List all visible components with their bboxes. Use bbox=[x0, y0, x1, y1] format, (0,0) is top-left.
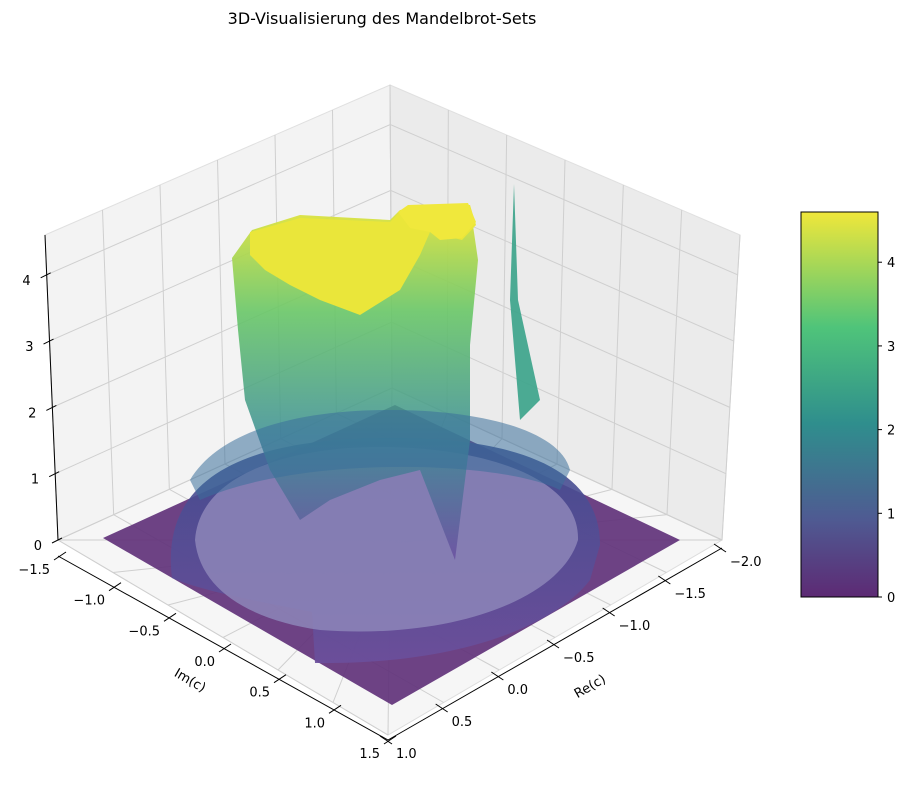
x-axis-label: Re(c) bbox=[572, 672, 609, 702]
z-tick-mark bbox=[43, 338, 54, 345]
x-tick-label: 1.0 bbox=[396, 747, 417, 762]
colorbar-ticks: 0 1 2 3 4 bbox=[878, 256, 895, 606]
z-tick-mark bbox=[51, 537, 63, 544]
x-grid-line bbox=[721, 234, 741, 541]
colorbar-tick-label: 0 bbox=[887, 591, 895, 606]
x-tick-label: 0.0 bbox=[507, 683, 528, 698]
colorbar-tick-label: 1 bbox=[887, 507, 895, 522]
x-axis-line bbox=[387, 547, 723, 741]
surface-top-plateau bbox=[250, 205, 476, 315]
colorbar-tick-label: 3 bbox=[887, 340, 895, 355]
y-tick-label: −1.0 bbox=[73, 594, 105, 609]
y-axis-ticks: −1.5 −1.0 −0.5 0.0 0.5 1.0 1.5 bbox=[18, 551, 397, 762]
y-tick-mark bbox=[53, 551, 67, 561]
y-grid-line bbox=[159, 184, 170, 490]
z-tick-label: 2 bbox=[28, 406, 36, 421]
x-tick-mark bbox=[713, 543, 727, 553]
x-axis-ticks: −2.0 −1.5 −1.0 −0.5 0.0 0.5 1.0 bbox=[379, 543, 762, 762]
x-tick-mark bbox=[546, 639, 560, 649]
y-axis-line bbox=[57, 555, 389, 741]
y-tick-label: 0.0 bbox=[194, 655, 215, 670]
x-tick-mark bbox=[435, 703, 448, 713]
z-axis-ticks: 0 1 2 3 4 bbox=[22, 272, 63, 554]
y-tick-label: 1.0 bbox=[304, 716, 325, 731]
y-axis-label: Im(c) bbox=[171, 666, 208, 696]
y-tick-mark bbox=[383, 735, 397, 745]
y-tick-mark bbox=[108, 582, 122, 592]
y-tick-mark bbox=[218, 643, 232, 653]
z-tick-label: 1 bbox=[31, 473, 39, 488]
x-tick-mark bbox=[658, 575, 671, 585]
z-tick-label: 4 bbox=[22, 274, 30, 289]
x-grid-line bbox=[556, 159, 566, 465]
y-tick-mark bbox=[163, 612, 177, 622]
y-tick-label: 1.5 bbox=[359, 747, 380, 762]
y-tick-mark bbox=[328, 704, 342, 714]
x-grid-line bbox=[666, 209, 683, 515]
x-tick-mark bbox=[602, 607, 615, 617]
mandelbrot-surface bbox=[103, 184, 680, 705]
z-tick-mark bbox=[48, 471, 60, 478]
z-tick-label: 0 bbox=[34, 539, 42, 554]
y-tick-label: 0.5 bbox=[249, 686, 270, 701]
colorbar: 0 1 2 3 4 bbox=[800, 211, 895, 606]
surface-spike-tail bbox=[510, 184, 540, 420]
y-grid-line bbox=[102, 209, 115, 515]
z-tick-mark bbox=[46, 404, 57, 411]
x-grid-line bbox=[501, 134, 508, 439]
z-axis-line bbox=[44, 234, 59, 541]
x-tick-label: −1.0 bbox=[619, 619, 651, 634]
x-tick-mark bbox=[491, 671, 504, 681]
colorbar-tick-label: 2 bbox=[887, 424, 895, 439]
colorbar-gradient bbox=[800, 211, 879, 598]
x-tick-label: −0.5 bbox=[563, 651, 595, 666]
y-grid-line bbox=[217, 159, 226, 465]
z-tick-label: 3 bbox=[25, 340, 33, 355]
z-tick-mark bbox=[40, 272, 51, 279]
x-tick-label: −2.0 bbox=[730, 555, 762, 570]
y-tick-label: −0.5 bbox=[128, 624, 160, 639]
x-grid-line bbox=[611, 184, 624, 490]
y-tick-mark bbox=[273, 674, 287, 684]
colorbar-tick-label: 4 bbox=[887, 256, 895, 271]
x-tick-mark bbox=[379, 735, 393, 745]
axis-lines bbox=[44, 234, 723, 741]
chart-title: 3D-Visualisierung des Mandelbrot-Sets bbox=[228, 9, 537, 28]
x-tick-label: 0.5 bbox=[452, 715, 473, 730]
x-tick-label: −1.5 bbox=[674, 587, 706, 602]
surface-mid-ring bbox=[190, 410, 570, 500]
y-tick-label: −1.5 bbox=[18, 563, 50, 578]
surface-side-bulb bbox=[398, 203, 476, 240]
